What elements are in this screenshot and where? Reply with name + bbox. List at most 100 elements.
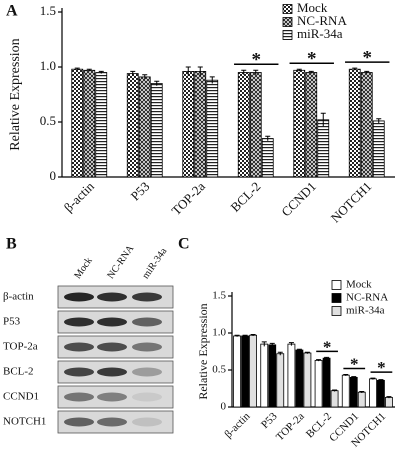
bar [303,352,312,408]
error-bar [277,351,283,356]
bar [295,349,304,408]
error-bar [250,333,256,336]
bar [206,79,219,178]
bar [83,69,96,178]
bar [126,73,139,178]
blot-band [64,292,94,302]
x-tick-label: P53 [259,410,280,431]
error-bar [185,66,191,76]
blot-band [132,392,162,402]
lane-label: Mock [72,256,94,281]
significance-mark: * [377,358,386,377]
error-bar [234,334,240,337]
row-label: P53 [3,316,21,328]
error-bar [351,376,357,379]
bar [241,335,249,408]
blot-band [97,292,127,302]
blot-band [97,367,127,377]
significance-mark: * [307,49,317,70]
bar [150,83,163,178]
error-bar [378,379,384,382]
blot-band [64,417,94,427]
blot-band [97,392,127,402]
bar [233,335,241,408]
bar [341,374,350,408]
y-tick-label: 0 [221,401,227,413]
bar [322,357,331,408]
legend-label: NC-RNA [297,13,347,28]
row-label: CCND1 [3,391,39,403]
blot-band [132,417,162,427]
bar [71,68,84,178]
blot-band [64,317,94,327]
panel-label: C [178,236,190,253]
error-bar [332,389,338,392]
legend-label: miR-34a [297,26,343,41]
x-tick-label: TOP-2a [274,410,307,443]
blot-band [97,342,127,352]
error-bar [154,80,160,86]
error-bar [241,69,247,75]
legend-swatch [282,30,293,40]
bar [348,68,361,178]
error-bar [265,135,271,141]
y-tick-label: 0.5 [212,364,226,376]
legend-label: Mock [346,279,372,291]
error-bar [370,377,376,380]
legend-swatch [331,306,342,316]
x-tick-label: CCND1 [278,179,319,220]
blot-band [132,342,162,352]
row-label: TOP-2a [3,341,38,353]
bar [314,359,323,408]
bar [360,72,373,178]
y-tick-label: 1.0 [40,58,56,73]
y-tick-label: 1.5 [212,290,226,302]
blot-band [64,392,94,402]
error-bar [352,67,358,71]
blot-band [97,317,127,327]
panel-label: B [6,236,17,253]
bar [260,343,269,408]
bar [249,334,257,408]
error-bar [364,70,370,74]
error-bar [320,112,326,127]
error-bar [324,356,330,359]
significance-mark: * [252,50,262,71]
bar [372,120,385,178]
error-bar [98,70,104,74]
error-bar [142,74,148,80]
legend-swatch [282,4,293,14]
x-tick-label: β-actin [61,178,98,215]
error-bar [296,68,302,72]
y-tick-label: 0.5 [40,113,56,128]
error-bar [343,373,349,376]
row-label: β-actin [3,291,34,303]
bar [237,72,250,178]
bar [385,396,393,408]
blot-band [64,367,94,377]
bar [138,76,151,178]
legend-swatch [331,280,342,290]
bar [305,72,318,178]
bar [261,138,274,178]
blot-band [97,417,127,427]
bar [377,379,385,408]
error-bar [359,390,365,393]
bar [182,71,195,178]
error-bar [261,341,267,347]
error-bar [308,70,314,74]
x-tick-label: TOP-2a [168,178,208,218]
error-bar [269,342,275,347]
bar [369,378,377,408]
error-bar [86,68,92,72]
error-bar [316,359,322,362]
panel-label: A [6,3,18,20]
legend-label: NC-RNA [346,292,388,304]
legend-swatch [282,17,293,27]
blot-band [64,342,94,352]
error-bar [288,342,294,346]
bar [95,72,108,178]
lane-label: NC-RNA [105,243,136,281]
error-bar [209,76,215,84]
